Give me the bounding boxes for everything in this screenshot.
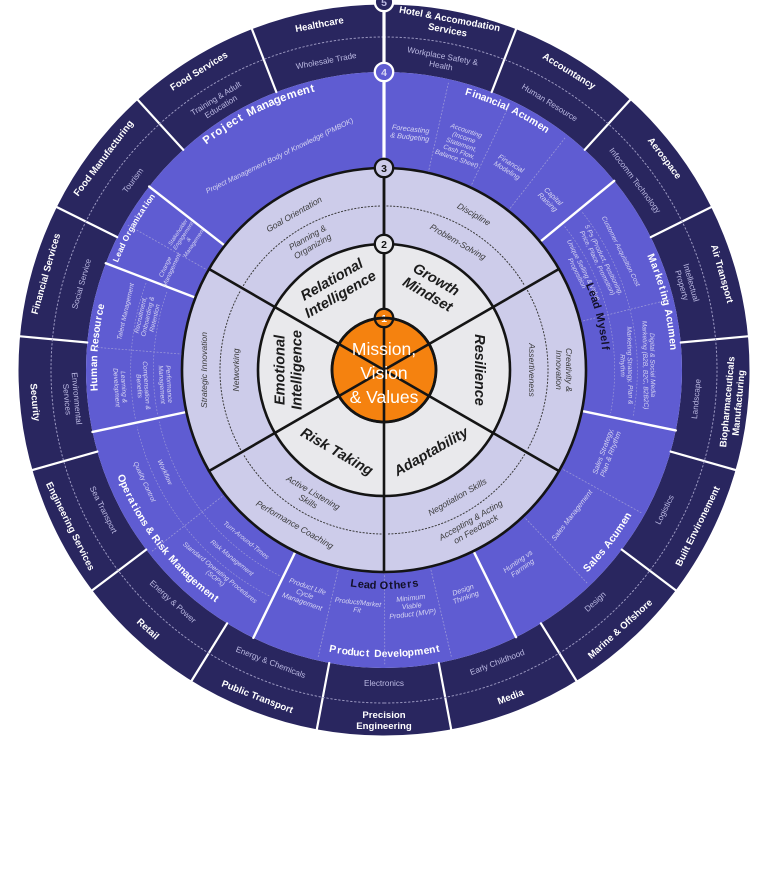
svg-text:Emotional: Emotional (272, 334, 288, 405)
svg-text:m: m (665, 328, 677, 338)
svg-text:D: D (374, 649, 382, 660)
svg-text:d: d (369, 580, 376, 592)
svg-text:2: 2 (381, 239, 387, 251)
svg-text:Electronics: Electronics (364, 679, 404, 688)
svg-text:Precision: Precision (362, 710, 405, 721)
svg-text:u: u (89, 377, 100, 384)
svg-text:Assertiveness: Assertiveness (527, 342, 537, 397)
svg-text:Mission,: Mission, (352, 339, 416, 359)
svg-text:c: c (359, 648, 366, 659)
svg-text:Networking: Networking (231, 348, 241, 391)
svg-text:Vision: Vision (360, 363, 407, 383)
svg-text:Resilience: Resilience (471, 334, 487, 406)
svg-text:5: 5 (381, 0, 387, 9)
svg-text:3: 3 (381, 163, 387, 175)
svg-text:m: m (89, 368, 100, 377)
svg-text:Innovation: Innovation (554, 350, 564, 390)
svg-text:n: n (667, 343, 678, 350)
svg-text:Strategic Innovation: Strategic Innovation (199, 332, 209, 408)
svg-text:Intelligence: Intelligence (289, 330, 305, 410)
svg-text:Creativity &: Creativity & (564, 348, 574, 392)
svg-text:4: 4 (381, 67, 387, 79)
svg-text:Rhythm: Rhythm (618, 354, 625, 377)
svg-text:& Values: & Values (350, 387, 419, 407)
svg-text:Engineering: Engineering (356, 721, 412, 732)
svg-text:n: n (89, 355, 100, 362)
svg-text:O: O (380, 580, 389, 592)
